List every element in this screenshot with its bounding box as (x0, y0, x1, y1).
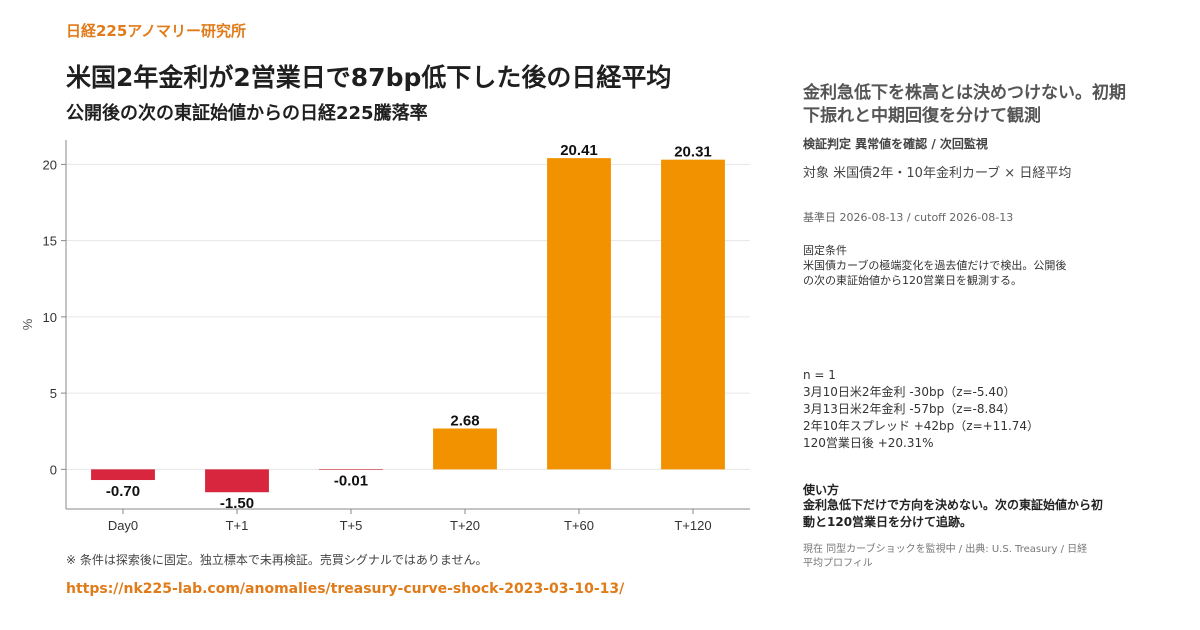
stat-line: 3月13日米2年金利 -57bp（z=-8.84） (803, 402, 1016, 416)
fixed-conditions-label: 固定条件 (803, 244, 847, 257)
stats-block: n = 1 3月10日米2年金利 -30bp（z=-5.40） 3月13日米2年… (803, 367, 1133, 452)
y-tick-label: 15 (43, 234, 57, 249)
date-line: 基準日 2026-08-13 / cutoff 2026-08-13 (803, 211, 1014, 224)
stat-line: 120営業日後 +20.31% (803, 436, 934, 450)
usage-text: 金利急低下だけで方向を決めない。次の東証始値から初動と120営業日を分けて追跡。 (803, 498, 1104, 529)
y-tick-label: 10 (43, 310, 57, 325)
data-label: 20.41 (560, 142, 598, 159)
fixed-conditions-text: 米国債カーブの極端変化を過去値だけで検出。公開後の次の東証始値から120営業日を… (803, 259, 1067, 287)
y-tick-label: 20 (43, 157, 57, 172)
bar (205, 469, 269, 493)
source-note: 現在 同型カーブショックを監視中 / 出典: U.S. Treasury / 日… (803, 544, 1088, 569)
y-axis-label: % (20, 318, 35, 330)
data-label: -1.50 (220, 495, 254, 512)
target-line: 対象 米国債2年・10年金利カーブ × 日経平均 (803, 166, 1072, 181)
chart-title: 米国2年金利が2営業日で87bp低下した後の日経平均 (66, 63, 672, 92)
y-tick-label: 0 (50, 462, 57, 477)
source-link[interactable]: https://nk225-lab.com/anomalies/treasury… (66, 581, 625, 597)
data-label: -0.70 (106, 483, 140, 500)
data-label: 20.31 (674, 144, 712, 161)
x-tick-label: Day0 (108, 518, 138, 533)
bar-chart: 0 5 10 15 20% -0.70 Day0 -1.50 T+1 -0.01 T+5 2.68 T+… (20, 140, 750, 533)
x-tick-label: T+120 (674, 518, 711, 533)
bar (433, 428, 497, 470)
bar (661, 159, 725, 470)
x-tick-label: T+5 (340, 518, 363, 533)
x-tick-label: T+20 (450, 518, 480, 533)
verdict-line: 検証判定 異常値を確認 / 次回監視 (803, 137, 988, 151)
x-tick-label: T+1 (226, 518, 249, 533)
chart-subtitle: 公開後の次の東証始値からの日経225騰落率 (66, 103, 428, 124)
data-label: 2.68 (450, 412, 479, 429)
side-headline: 金利急低下を株高とは決めつけない。初期下振れと中期回復を分けて観測 (803, 83, 1126, 126)
brand-name: 日経225アノマリー研究所 (66, 22, 246, 40)
disclaimer-note: ※ 条件は探索後に固定。独立標本で未再検証。売買シグナルではありません。 (66, 553, 488, 567)
bar (91, 469, 155, 481)
stat-line: 3月10日米2年金利 -30bp（z=-5.40） (803, 385, 1016, 399)
usage-label: 使い方 (803, 483, 840, 497)
data-label: -0.01 (334, 473, 368, 490)
bar (547, 158, 611, 470)
x-tick-label: T+60 (564, 518, 594, 533)
bar (319, 469, 383, 470)
y-tick-label: 5 (50, 386, 57, 401)
stat-line: 2年10年スプレッド +42bp（z=+11.74） (803, 419, 1040, 433)
stat-line: n = 1 (803, 368, 836, 382)
